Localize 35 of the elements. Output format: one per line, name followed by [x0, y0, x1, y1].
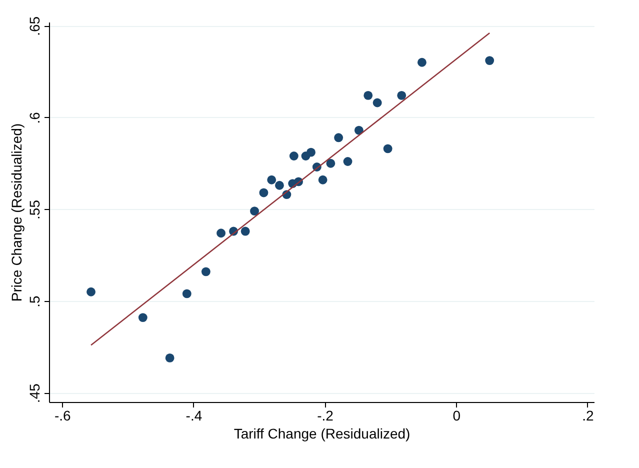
y-tick-label: .6	[26, 112, 42, 124]
y-tick-label: .45	[26, 383, 42, 404]
y-axis-title: Price Change (Residualized)	[8, 123, 24, 302]
point	[275, 180, 284, 190]
x-tick-label: -.2	[317, 408, 334, 424]
x-axis-title: Tariff Change (Residualized)	[234, 426, 410, 442]
point	[138, 313, 148, 322]
point	[216, 228, 226, 238]
y-tick-label: .55	[26, 200, 42, 220]
point	[250, 206, 259, 216]
point	[326, 158, 336, 168]
point	[334, 133, 344, 142]
x-tick-label: .2	[582, 408, 594, 424]
point	[259, 188, 268, 198]
point	[289, 152, 298, 160]
x-tick-label: -.4	[186, 408, 202, 424]
y-tick-label: .5	[26, 295, 42, 308]
point	[318, 175, 328, 184]
point	[485, 56, 494, 66]
y-tick-label: .65	[26, 16, 42, 36]
point	[364, 90, 373, 100]
point	[182, 289, 192, 298]
point	[86, 287, 96, 296]
x-tick-label: 0	[452, 408, 461, 424]
point	[201, 267, 210, 276]
point	[267, 175, 276, 184]
point	[397, 90, 406, 100]
point	[165, 353, 174, 362]
point	[306, 148, 316, 157]
point	[417, 58, 426, 67]
point	[240, 226, 250, 236]
point	[372, 98, 382, 108]
point	[343, 157, 352, 166]
point	[383, 144, 392, 154]
x-tick-label: -.6	[54, 408, 72, 424]
